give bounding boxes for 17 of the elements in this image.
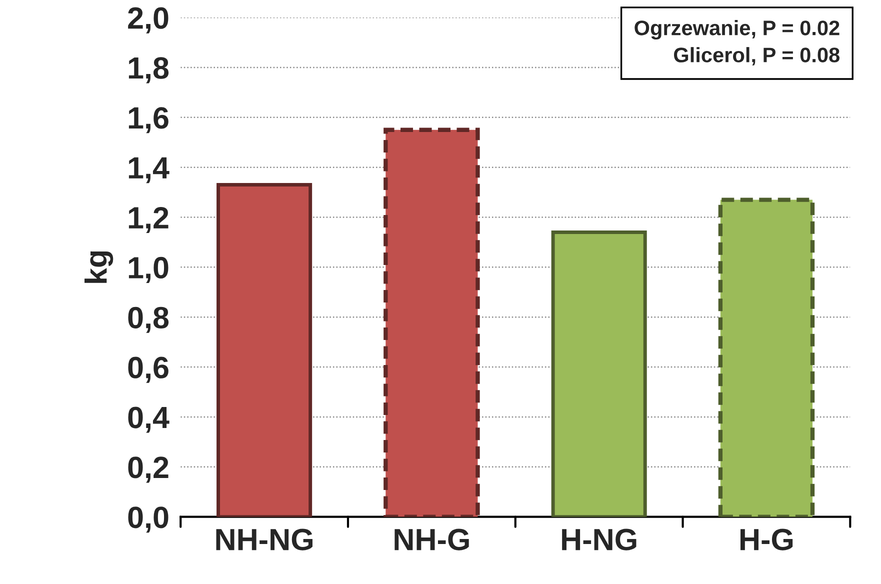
x-tick-label: H-NG: [562, 528, 636, 550]
x-tick-label: H-G: [740, 528, 793, 550]
y-tick-label: 0,4: [128, 406, 170, 433]
y-tick-label: 1,6: [128, 107, 168, 134]
y-tick-label: 1,4: [128, 157, 170, 184]
y-tick-label: 0,2: [128, 456, 168, 483]
x-tick-label: NH-G: [394, 528, 469, 550]
x-tick-label: NH-NG: [216, 528, 312, 550]
y-tick-label: 2,0: [128, 7, 168, 34]
annotation: Ogrzewanie, P = 0.02 Glicerol, P = 0.08: [634, 20, 840, 66]
y-tick-label: 0,0: [128, 506, 168, 533]
y-tick-label: 0,8: [128, 306, 169, 333]
y-tick-label: 0,6: [128, 356, 168, 383]
y-axis-title: kg: [84, 251, 114, 283]
y-tick-label: 1,2: [128, 206, 168, 234]
y-tick-label: 1,8: [128, 57, 169, 84]
y-tick-label: 1,0: [128, 256, 168, 283]
